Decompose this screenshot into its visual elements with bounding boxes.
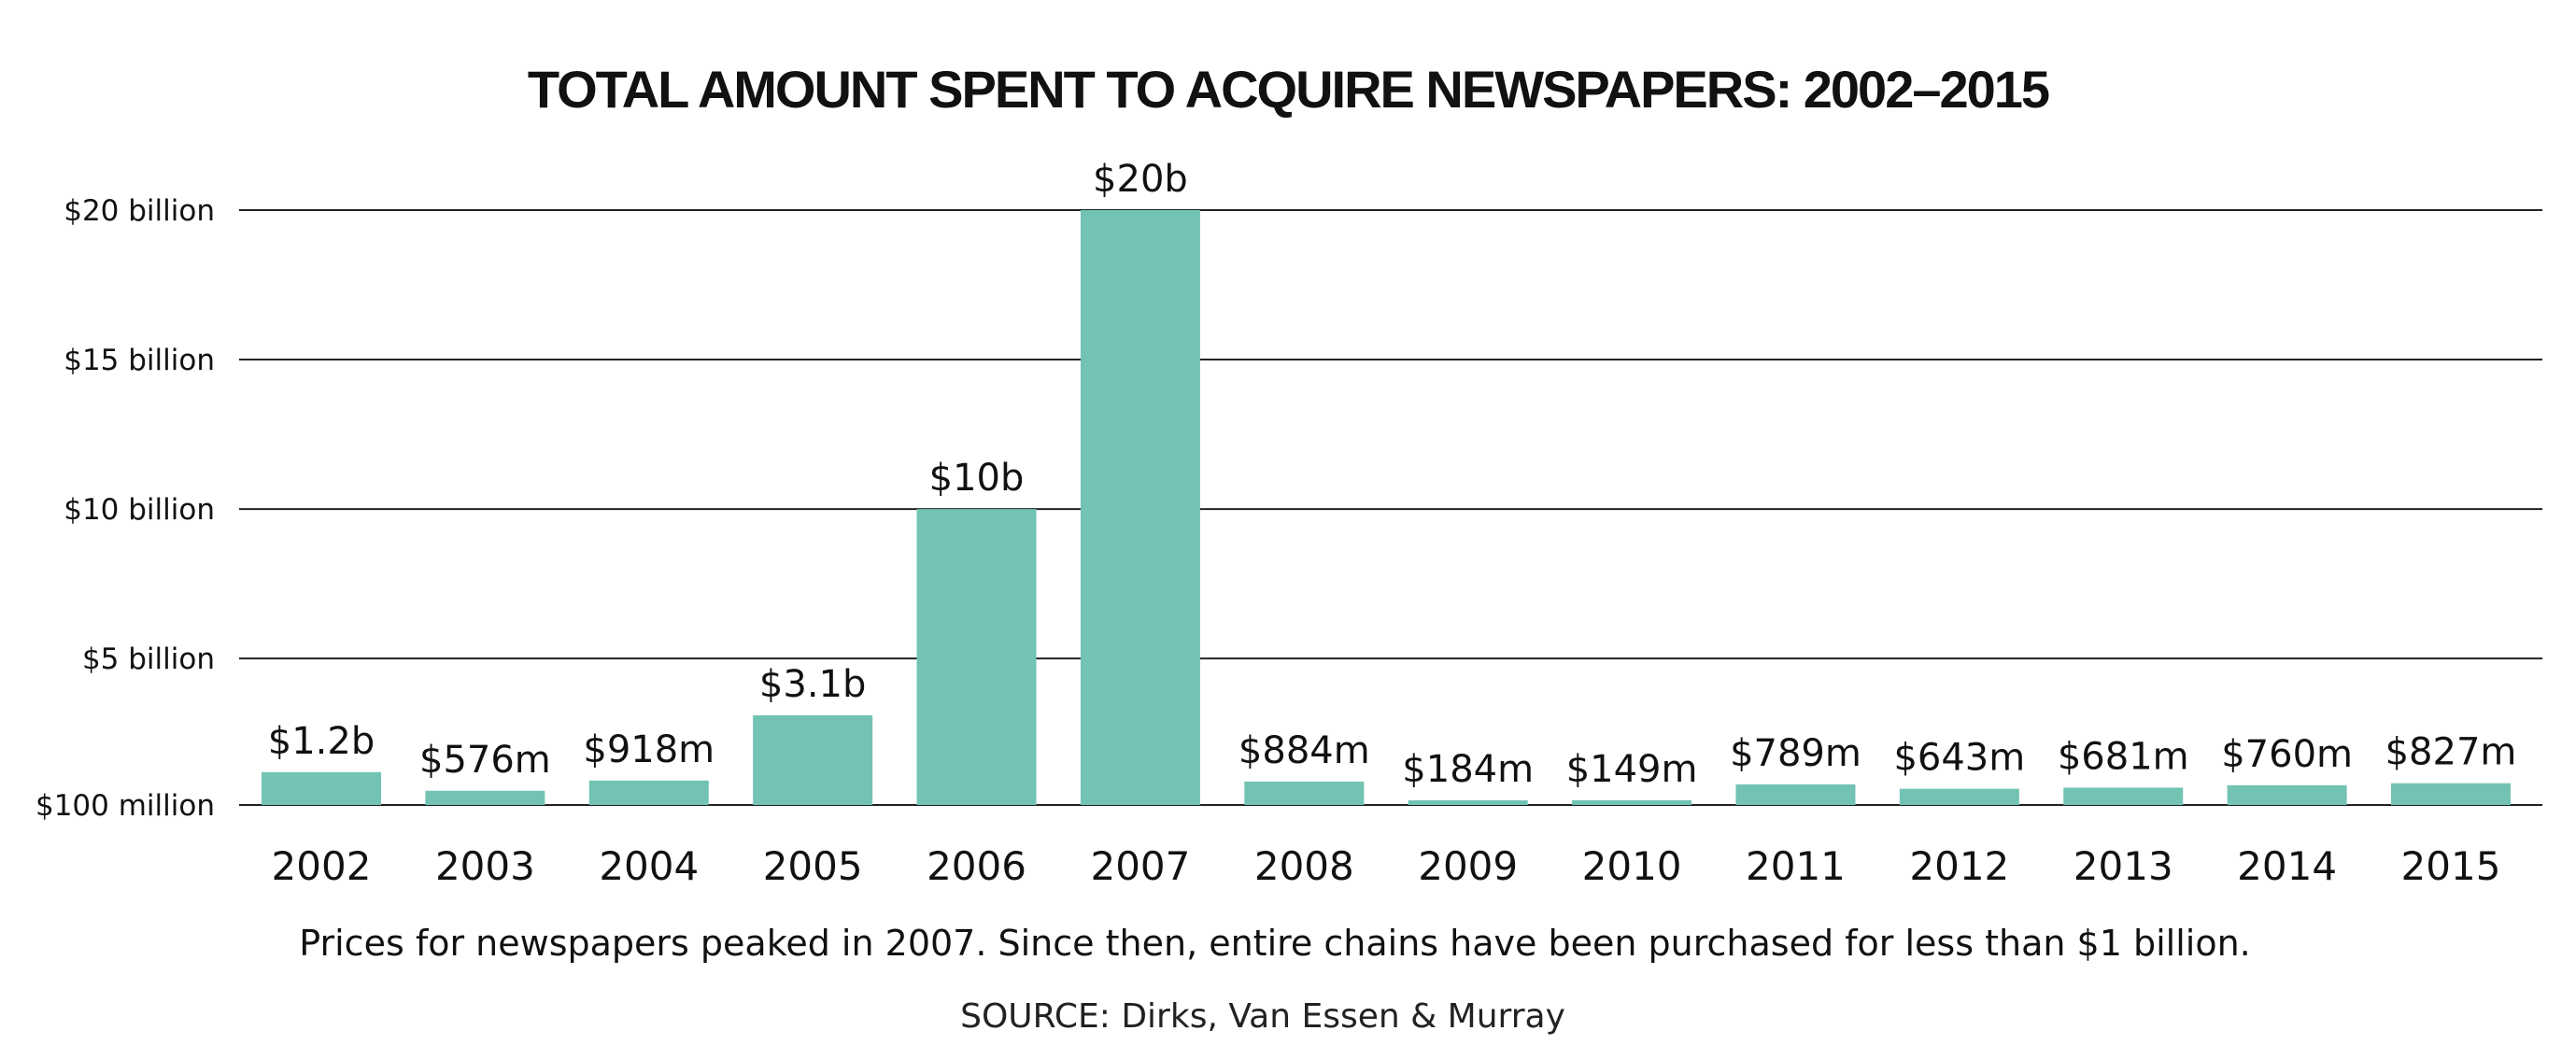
chart-source: SOURCE: Dirks, Van Essen & Murray [960, 997, 1565, 1036]
bar [1735, 784, 1856, 805]
x-tick-label: 2004 [599, 843, 699, 889]
x-tick-label: 2009 [1418, 843, 1518, 889]
bar [2391, 783, 2511, 805]
bar [262, 771, 381, 805]
y-tick-label: $20 billion [64, 194, 215, 228]
x-axis-ticks: 2002 2003 2004 2005 2006 2007 2008 2009 2010 2011… [272, 843, 2501, 889]
x-tick-label: 2011 [1746, 843, 1846, 889]
chart-caption: Prices for newspapers peaked in 2007. Si… [299, 923, 2250, 964]
data-labels: $1.2b $576m $918m $3.1b $10b $20b $884m $184m $1… [268, 158, 2517, 791]
bar [753, 714, 873, 805]
bar [2227, 784, 2347, 805]
x-tick-label: 2007 [1090, 843, 1190, 889]
bar [916, 509, 1037, 805]
bar-value-label: $884m [1238, 729, 1370, 772]
bar [588, 780, 709, 805]
x-tick-label: 2002 [272, 843, 372, 889]
y-tick-label: $15 billion [64, 344, 215, 377]
bar-value-label: $20b [1093, 158, 1188, 201]
bar-value-label: $3.1b [759, 663, 866, 706]
x-tick-label: 2014 [2237, 843, 2337, 889]
x-tick-label: 2015 [2401, 843, 2501, 889]
bar [1080, 210, 1200, 805]
bar-value-label: $918m [583, 728, 715, 771]
y-axis-ticks: $100 million $5 billion $10 billion $15 bil… [35, 194, 215, 823]
bar-value-label: $681m [2058, 735, 2189, 778]
bar-value-label: $643m [1893, 737, 2025, 780]
bar-value-label: $827m [2385, 731, 2517, 774]
bar [425, 790, 545, 805]
gridlines [239, 209, 2542, 806]
y-tick-label: $5 billion [82, 642, 215, 676]
bar-value-label: $149m [1566, 748, 1698, 791]
bar [1572, 800, 1692, 805]
bar [1408, 800, 1528, 805]
bar-value-label: $576m [419, 739, 551, 782]
bar-value-label: $789m [1730, 732, 1861, 775]
x-tick-label: 2010 [1582, 843, 1682, 889]
bar-value-label: $10b [929, 457, 1025, 500]
y-tick-label: $10 billion [64, 493, 215, 527]
x-tick-label: 2003 [435, 843, 535, 889]
x-tick-label: 2005 [763, 843, 863, 889]
chart-title: TOTAL AMOUNT SPENT TO ACQUIRE NEWSPAPERS… [528, 60, 2049, 119]
y-tick-label: $100 million [35, 789, 215, 823]
x-tick-label: 2006 [927, 843, 1026, 889]
bar-value-label: $1.2b [268, 720, 375, 763]
x-tick-label: 2008 [1254, 843, 1354, 889]
bar [2063, 787, 2184, 805]
bars [262, 210, 2511, 805]
bar-value-label: $184m [1402, 748, 1534, 791]
x-tick-label: 2013 [2074, 843, 2173, 889]
x-tick-label: 2012 [1909, 843, 2009, 889]
bar [1244, 781, 1365, 805]
bar [1899, 788, 2019, 805]
bar-value-label: $760m [2221, 733, 2353, 776]
